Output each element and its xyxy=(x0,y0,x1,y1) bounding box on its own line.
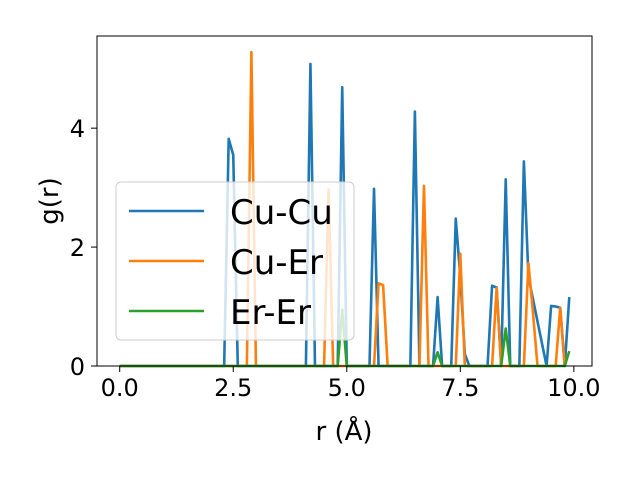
legend-box xyxy=(115,181,355,341)
legend-label-cu-er: Cu-Er xyxy=(230,243,323,283)
legend-label-cu-cu: Cu-Cu xyxy=(230,193,333,233)
y-tick-label: 0 xyxy=(70,353,85,381)
legend-label-er-er: Er-Er xyxy=(230,293,311,333)
x-tick-label: 7.5 xyxy=(441,374,479,402)
y-tick-label: 2 xyxy=(70,234,85,262)
x-tick-label: 10.0 xyxy=(547,374,600,402)
x-tick-label: 0.0 xyxy=(101,374,139,402)
x-ticks: 0.0 2.5 5.0 7.5 10.0 xyxy=(101,366,601,402)
legend: Cu-Cu Cu-Er Er-Er xyxy=(115,181,355,341)
y-axis-label: g(r) xyxy=(35,177,65,224)
axes-frame xyxy=(96,35,593,367)
x-axis-label: r (Å) xyxy=(315,415,372,447)
x-tick-label: 2.5 xyxy=(214,374,252,402)
y-ticks: 0 2 4 xyxy=(70,115,97,381)
x-tick-label: 5.0 xyxy=(328,374,366,402)
y-tick-label: 4 xyxy=(70,115,85,143)
